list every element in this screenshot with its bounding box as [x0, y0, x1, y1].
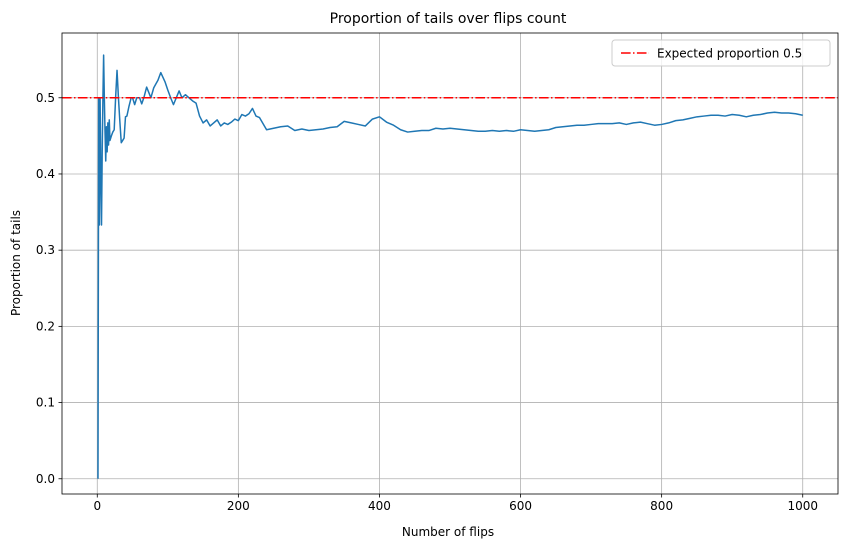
y-tick-label: 0.0 [36, 472, 55, 486]
legend: Expected proportion 0.5 [611, 39, 831, 67]
y-tick-label: 0.3 [36, 243, 55, 257]
legend-label-expected: Expected proportion 0.5 [657, 47, 802, 61]
y-axis-label: Proportion of tails [9, 210, 23, 316]
chart-title: Proportion of tails over flips count [330, 11, 567, 27]
x-tick-label: 800 [650, 499, 673, 513]
y-tick-label: 0.4 [36, 167, 55, 181]
legend-box [611, 39, 831, 67]
x-tick-label: 1000 [787, 499, 818, 513]
x-tick-label: 200 [227, 499, 250, 513]
x-tick-label: 0 [93, 499, 101, 513]
plot-area [62, 54, 838, 479]
x-axis: 0 200 400 600 800 1000 [93, 494, 818, 513]
series-line-tails-proportion [97, 54, 803, 479]
y-tick-label: 0.2 [36, 319, 55, 333]
y-tick-label: 0.5 [36, 91, 55, 105]
x-axis-label: Number of flips [402, 525, 494, 539]
y-axis: 0.0 0.1 0.2 0.3 0.4 0.5 [36, 91, 62, 486]
x-tick-label: 400 [368, 499, 391, 513]
x-tick-label: 600 [509, 499, 532, 513]
plot-frame [61, 32, 839, 495]
y-tick-label: 0.1 [36, 396, 55, 410]
